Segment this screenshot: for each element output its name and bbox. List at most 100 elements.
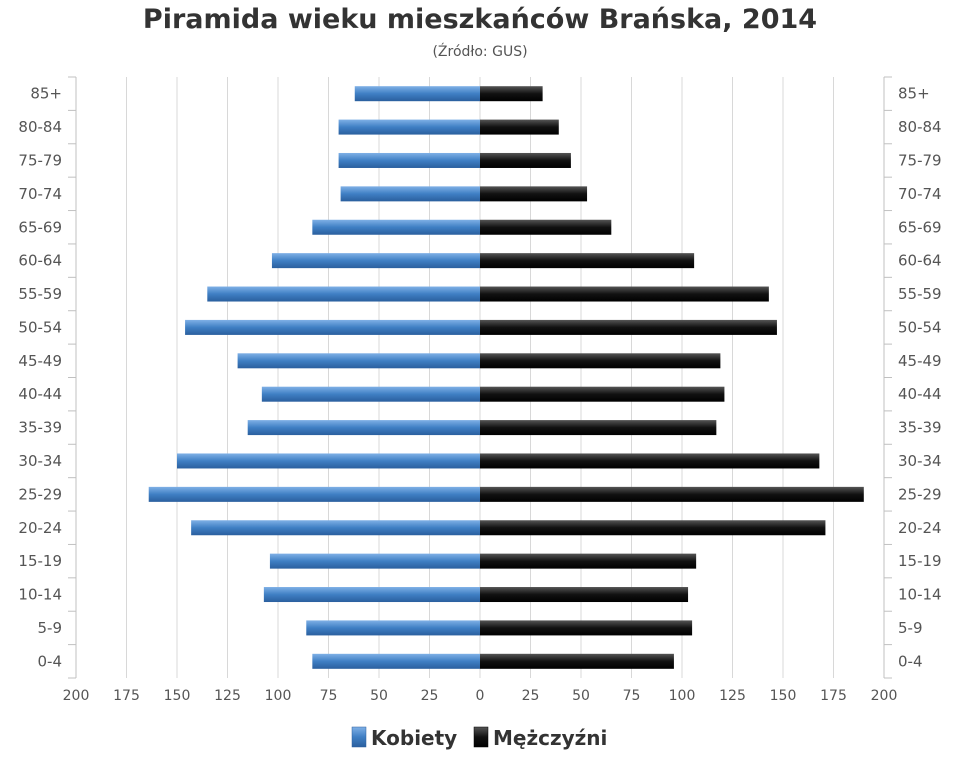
x-tick-label: 25 (421, 688, 439, 704)
chart-subtitle: (Źródło: GUS) (432, 44, 528, 60)
category-label-left: 60-64 (18, 252, 62, 270)
category-label-right: 85+ (898, 85, 930, 103)
bar-kobiety (338, 152, 480, 168)
x-tick-label: 125 (214, 688, 241, 704)
bar-mezczyzni (480, 453, 820, 469)
bar-kobiety (237, 353, 480, 369)
legend-swatch-kobiety[interactable] (351, 726, 367, 748)
bar-mezczyzni (480, 286, 769, 302)
bar-kobiety (340, 186, 480, 202)
category-label-right: 35-39 (898, 419, 942, 437)
category-label-left: 80-84 (18, 118, 62, 136)
category-label-left: 20-24 (18, 519, 62, 537)
category-label-right: 65-69 (898, 218, 942, 236)
x-tick-label: 75 (320, 688, 338, 704)
x-tick-label: 0 (476, 688, 485, 704)
category-label-left: 40-44 (18, 385, 62, 403)
x-tick-label: 200 (871, 688, 898, 704)
bar-kobiety (261, 386, 480, 402)
bar-mezczyzni (480, 253, 695, 269)
bar-mezczyzni (480, 386, 725, 402)
bar-kobiety (354, 86, 480, 102)
chart-title: Piramida wieku mieszkańców Brańska, 2014 (142, 4, 818, 35)
legend-label-mezczyzni[interactable]: Mężczyźni (493, 726, 607, 750)
x-tick-label: 100 (669, 688, 696, 704)
bars (148, 86, 864, 669)
x-tick-label: 50 (572, 688, 590, 704)
bar-kobiety (269, 553, 480, 569)
category-label-right: 50-54 (898, 318, 942, 336)
legend[interactable]: Kobiety Mężczyźni (351, 726, 607, 750)
category-label-left: 55-59 (18, 285, 62, 303)
category-label-right: 15-19 (898, 552, 942, 570)
bar-mezczyzni (480, 152, 571, 168)
x-tick-label: 200 (63, 688, 90, 704)
category-label-right: 10-14 (898, 586, 942, 604)
category-label-left: 5-9 (38, 619, 63, 637)
bar-mezczyzni (480, 653, 674, 669)
category-label-left: 75-79 (18, 151, 62, 169)
x-tick-label: 50 (370, 688, 388, 704)
category-label-right: 70-74 (898, 185, 942, 203)
category-label-left: 85+ (30, 85, 62, 103)
category-label-left: 35-39 (18, 419, 62, 437)
bar-kobiety (312, 219, 480, 235)
x-tick-label: 150 (770, 688, 797, 704)
bar-kobiety (207, 286, 481, 302)
bar-kobiety (177, 453, 480, 469)
category-label-left: 0-4 (38, 652, 63, 670)
bar-kobiety (271, 253, 480, 269)
x-tick-label: 175 (820, 688, 847, 704)
category-label-left: 50-54 (18, 318, 62, 336)
axes (68, 76, 892, 679)
category-label-left: 10-14 (18, 586, 62, 604)
category-label-right: 5-9 (898, 619, 923, 637)
bar-mezczyzni (480, 587, 689, 603)
category-label-right: 25-29 (898, 485, 942, 503)
labels: 200 175 150 125 100 75 50 25 0 25 50 75 100 125 150 175… (18, 85, 941, 704)
bar-mezczyzni (480, 353, 721, 369)
bar-kobiety (148, 486, 480, 502)
bar-mezczyzni (480, 486, 864, 502)
category-label-right: 40-44 (898, 385, 942, 403)
category-label-left: 30-34 (18, 452, 62, 470)
legend-swatch-mezczyzni[interactable] (473, 726, 489, 748)
legend-label-kobiety[interactable]: Kobiety (371, 726, 457, 750)
x-tick-label: 150 (164, 688, 191, 704)
bar-kobiety (185, 319, 480, 335)
category-label-right: 75-79 (898, 151, 942, 169)
category-label-left: 15-19 (18, 552, 62, 570)
bar-mezczyzni (480, 319, 777, 335)
category-label-left: 65-69 (18, 218, 62, 236)
x-tick-label: 25 (522, 688, 540, 704)
category-label-left: 25-29 (18, 485, 62, 503)
bar-mezczyzni (480, 186, 588, 202)
bar-mezczyzni (480, 119, 559, 135)
category-label-right: 60-64 (898, 252, 942, 270)
bar-mezczyzni (480, 553, 697, 569)
bar-kobiety (191, 520, 480, 536)
category-label-left: 70-74 (18, 185, 62, 203)
bar-mezczyzni (480, 620, 693, 636)
bar-kobiety (306, 620, 480, 636)
bar-mezczyzni (480, 86, 543, 102)
bar-mezczyzni (480, 219, 612, 235)
category-label-left: 45-49 (18, 352, 62, 370)
x-tick-label: 75 (623, 688, 641, 704)
x-tick-label: 175 (113, 688, 140, 704)
category-label-right: 45-49 (898, 352, 942, 370)
category-label-right: 55-59 (898, 285, 942, 303)
category-label-right: 20-24 (898, 519, 942, 537)
category-label-right: 80-84 (898, 118, 942, 136)
bar-kobiety (338, 119, 480, 135)
bar-kobiety (312, 653, 480, 669)
x-tick-label: 100 (265, 688, 292, 704)
category-label-right: 30-34 (898, 452, 942, 470)
bar-kobiety (263, 587, 480, 603)
bar-mezczyzni (480, 420, 717, 436)
bar-mezczyzni (480, 520, 826, 536)
bar-kobiety (247, 420, 480, 436)
x-tick-label: 125 (719, 688, 746, 704)
category-label-right: 0-4 (898, 652, 923, 670)
